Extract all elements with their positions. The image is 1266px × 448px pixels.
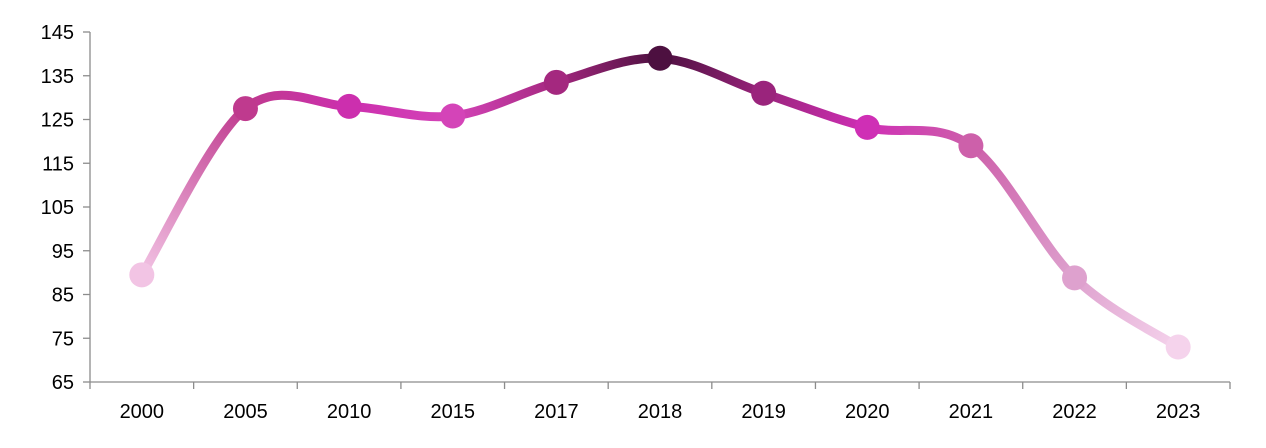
y-tick-label: 105 [41,197,74,219]
series-line-segment [1070,273,1183,352]
y-tick-label: 85 [52,285,74,307]
x-tick-label: 2015 [430,401,475,423]
y-tick-label: 115 [42,153,74,175]
x-tick-label: 2020 [845,401,890,423]
series-line-segment [344,101,458,122]
series-line-segment [137,104,250,280]
x-tick-label: 2022 [1052,401,1097,423]
x-axis-ticks: 2000 2005 2010 2015 2017 2018 2019 2020 2021 2022… [89,382,1231,423]
series-line-segment [759,88,872,132]
data-point-2000 [129,262,155,288]
series-line-segment [862,122,976,151]
data-point-2021 [958,133,984,159]
data-point-2018 [647,45,673,71]
x-tick-label: 2010 [327,401,372,423]
x-tick-label: 2000 [120,401,165,423]
y-tick-label: 125 [41,110,74,132]
axes [89,32,1230,383]
data-point-2005 [232,96,258,122]
x-tick-label: 2021 [949,401,994,423]
y-tick-label: 65 [52,372,74,394]
series-line-segment [448,77,561,121]
x-tick-label: 2018 [638,401,683,423]
y-tick-label: 75 [52,328,74,350]
series-line-segment [551,53,665,87]
series-line-segment [966,141,1080,283]
y-tick-label: 145 [41,22,74,44]
y-tick-label: 135 [41,66,74,88]
data-point-2015 [440,103,466,129]
data-point-2019 [751,80,777,106]
data-point-2017 [543,69,569,95]
x-tick-label: 2017 [534,401,579,423]
x-tick-label: 2005 [223,401,268,423]
data-point-2023 [1165,334,1191,360]
series-line-segment [240,90,354,114]
data-point-2020 [854,114,880,140]
series-line [137,53,1183,352]
data-points [129,45,1191,360]
data-point-2022 [1062,265,1088,291]
y-tick-label: 95 [52,241,74,263]
y-axis-ticks: 65 75 85 95 105 115 125 135 145 [41,22,90,394]
series-line-segment [655,53,769,98]
x-tick-label: 2023 [1156,401,1201,423]
data-point-2010 [336,93,362,119]
x-tick-label: 2019 [741,401,786,423]
